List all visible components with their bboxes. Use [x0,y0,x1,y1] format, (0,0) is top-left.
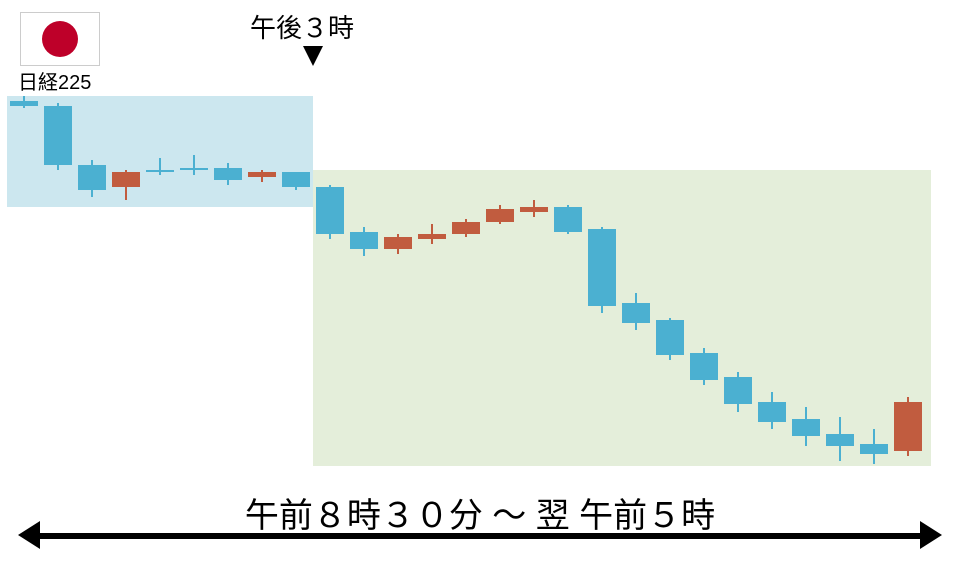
time-range-arrow-line [40,533,920,539]
candle-body [452,222,480,234]
arrow-left-icon [18,521,40,549]
candle-body [350,232,378,249]
candle-wick [193,155,195,175]
candle-body [520,207,548,212]
candle-body [894,402,922,451]
candle-body [792,419,820,436]
candle-body [10,101,38,106]
japan-flag-circle [42,21,78,57]
candle-body [758,402,786,422]
candle-body [248,172,276,177]
session-close-marker-label: 午後３時 [250,8,354,45]
candle-body [146,170,174,172]
candle-body [180,168,208,170]
candle-body [554,207,582,232]
candle-body [826,434,854,446]
candlestick-chart [10,96,950,466]
candle-body [44,106,72,165]
index-label: 日経225 [18,66,91,95]
candle-body [282,172,310,187]
japan-flag [20,12,100,66]
candle-body [214,168,242,180]
candle-body [860,444,888,454]
candle-body [588,229,616,305]
candle-body [622,303,650,323]
time-range-label: 午前８時３０分 ～ 翌 午前５時 [0,488,960,537]
candle-body [112,172,140,187]
candle-body [486,209,514,221]
candle-body [418,234,446,239]
candle-body [656,320,684,355]
candle-body [724,377,752,404]
down-triangle-icon [303,46,323,66]
candle-body [78,165,106,190]
candle-body [384,237,412,249]
arrow-right-icon [920,521,942,549]
candle-body [316,187,344,234]
candle-body [690,353,718,380]
